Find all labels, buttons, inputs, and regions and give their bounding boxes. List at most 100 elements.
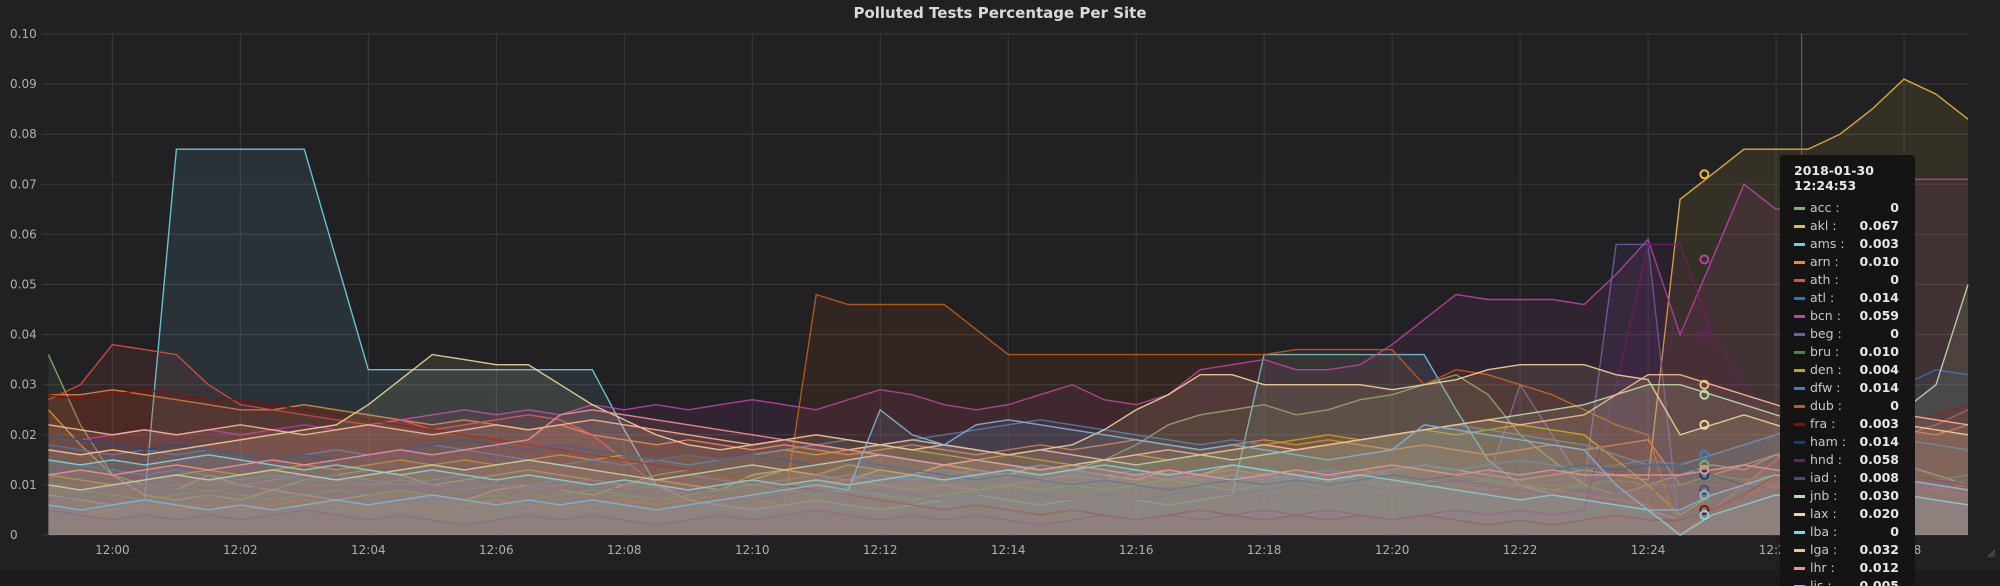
tooltip-series-value: 0.032 bbox=[1859, 542, 1899, 557]
hover-point-lba bbox=[1699, 509, 1710, 520]
tooltip-series-value: 0.058 bbox=[1859, 452, 1899, 467]
tooltip-series-name: lga : bbox=[1810, 542, 1838, 557]
series-line-lis bbox=[48, 408, 1969, 511]
tooltip-row: lga : 0.032 bbox=[1787, 541, 1915, 559]
series-line-iad bbox=[48, 479, 1969, 501]
tooltip-series-name: bru : bbox=[1810, 344, 1840, 359]
series-swatch-icon bbox=[1794, 477, 1805, 480]
tooltip-series-value: 0.014 bbox=[1859, 290, 1899, 305]
y-tick-label: 0.03 bbox=[10, 378, 37, 392]
tooltip-series-value: 0 bbox=[1890, 200, 1899, 215]
series-area-lax bbox=[48, 354, 1968, 535]
tooltip-series-value: 0.003 bbox=[1859, 236, 1899, 251]
tooltip-row: bru : 0.010 bbox=[1787, 343, 1915, 361]
tooltip-series-name: hnd : bbox=[1810, 452, 1842, 467]
y-tick-label: 0.09 bbox=[10, 77, 37, 91]
panel-footer bbox=[0, 570, 2000, 586]
tooltip-series-name: arn : bbox=[1810, 254, 1839, 269]
tooltip-series-value: 0.008 bbox=[1859, 470, 1899, 485]
series-swatch-icon bbox=[1794, 549, 1805, 552]
tooltip-series-name: akl : bbox=[1810, 218, 1837, 233]
tooltip-series-value: 0 bbox=[1890, 272, 1899, 287]
series-swatch-icon bbox=[1794, 369, 1805, 372]
tooltip-series-value: 0.005 bbox=[1859, 578, 1899, 586]
y-tick-label: 0.01 bbox=[10, 478, 37, 492]
x-tick-label: 12:20 bbox=[1375, 543, 1410, 557]
tooltip-series-value: 0.012 bbox=[1859, 560, 1899, 575]
y-tick-label: 0 bbox=[10, 528, 18, 542]
series-swatch-icon bbox=[1794, 513, 1805, 516]
hover-point-akl bbox=[1699, 169, 1710, 180]
series-line-dub bbox=[48, 293, 1969, 537]
hover-point-lga bbox=[1699, 379, 1710, 390]
x-tick-label: 12:24 bbox=[1631, 543, 1666, 557]
series-swatch-icon bbox=[1794, 441, 1805, 444]
series-line-lhr bbox=[48, 409, 1969, 491]
resize-handle-icon[interactable] bbox=[1986, 548, 1996, 558]
tooltip-series-name: bcn : bbox=[1810, 308, 1841, 323]
series-area-dfw bbox=[48, 419, 1968, 535]
y-axis: 0 0.01 0.02 0.03 0.04 0.05 0.06 0.07 0.08 0.09 0.1… bbox=[10, 27, 37, 542]
tooltip-series-value: 0.014 bbox=[1859, 380, 1899, 395]
hover-point-bcn bbox=[1699, 254, 1710, 265]
series-swatch-icon bbox=[1794, 297, 1805, 300]
x-tick-label: 12:14 bbox=[991, 543, 1026, 557]
tooltip-row: ams : 0.003 bbox=[1787, 235, 1915, 253]
series-swatch-icon bbox=[1794, 387, 1805, 390]
tooltip-series-value: 0 bbox=[1890, 398, 1899, 413]
x-tick-label: 12:22 bbox=[1503, 543, 1538, 557]
y-tick-label: 0.08 bbox=[10, 127, 37, 141]
y-tick-label: 0.07 bbox=[10, 177, 37, 191]
tooltip-series-value: 0 bbox=[1890, 326, 1899, 341]
tooltip-series-name: dub : bbox=[1810, 398, 1842, 413]
tooltip-row: lis : 0.005 bbox=[1787, 577, 1915, 586]
series-area-beg bbox=[48, 244, 1968, 535]
series-swatch-icon bbox=[1794, 225, 1805, 228]
tooltip-series-value: 0.010 bbox=[1859, 254, 1899, 269]
tooltip-series-name: acc : bbox=[1810, 200, 1840, 215]
series-area-ath bbox=[48, 344, 1968, 535]
tooltip-row: lba : 0 bbox=[1787, 523, 1915, 541]
series-area-dub bbox=[48, 294, 1968, 535]
y-tick-label: 0.04 bbox=[10, 328, 37, 342]
tooltip-row: iad : 0.008 bbox=[1787, 469, 1915, 487]
tooltip-series-value: 0.003 bbox=[1859, 416, 1899, 431]
tooltip-row: lax : 0.020 bbox=[1787, 505, 1915, 523]
tooltip-series-name: ams : bbox=[1810, 236, 1845, 251]
tooltip-series-value: 0.020 bbox=[1859, 506, 1899, 521]
series-swatch-icon bbox=[1794, 261, 1805, 264]
tooltip-row: atl : 0.014 bbox=[1787, 289, 1915, 307]
hover-point-lhr bbox=[1699, 464, 1710, 475]
series-swatch-icon bbox=[1794, 243, 1805, 246]
tooltip-series-value: 0.014 bbox=[1859, 434, 1899, 449]
series-area-den bbox=[48, 424, 1968, 535]
y-tick-label: 0.06 bbox=[10, 227, 37, 241]
tooltip-time: 2018-01-30 12:24:53 bbox=[1794, 163, 1874, 193]
tooltip-series-name: atl : bbox=[1810, 290, 1835, 305]
tooltip-row: den : 0.004 bbox=[1787, 361, 1915, 379]
tooltip-row: ath : 0 bbox=[1787, 271, 1915, 289]
series-area-jnb bbox=[48, 284, 1968, 535]
series-line-lga bbox=[48, 374, 1969, 461]
tooltip-series-name: lax : bbox=[1810, 506, 1837, 521]
panel-title[interactable]: Polluted Tests Percentage Per Site bbox=[853, 4, 1147, 22]
y-tick-label: 0.05 bbox=[10, 278, 37, 292]
tooltip-series-name: jnb : bbox=[1810, 488, 1838, 503]
hover-point-fra bbox=[1699, 504, 1710, 515]
series-swatch-icon bbox=[1794, 531, 1805, 534]
tooltip-series-name: lis : bbox=[1810, 578, 1832, 586]
tooltip-series-name: lhr : bbox=[1810, 560, 1835, 575]
tooltip-series-name: iad : bbox=[1810, 470, 1838, 485]
x-tick-label: 12:06 bbox=[479, 543, 514, 557]
tooltip-row: akl : 0.067 bbox=[1787, 217, 1915, 235]
tooltip-row: jnb : 0.030 bbox=[1787, 487, 1915, 505]
tooltip-row: arn : 0.010 bbox=[1787, 253, 1915, 271]
y-tick-label: 0.02 bbox=[10, 428, 37, 442]
series-area-lis bbox=[48, 409, 1968, 535]
hover-point-lis bbox=[1699, 489, 1710, 500]
hover-point-iad bbox=[1699, 484, 1710, 495]
tooltip-series-value: 0.004 bbox=[1859, 362, 1899, 377]
x-tick-label: 12:02 bbox=[223, 543, 258, 557]
